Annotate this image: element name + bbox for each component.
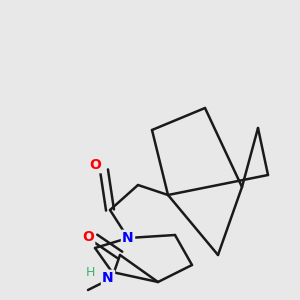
Text: N: N <box>102 271 114 285</box>
Text: N: N <box>122 231 134 245</box>
Text: O: O <box>89 158 101 172</box>
Text: O: O <box>82 230 94 244</box>
Text: H: H <box>85 266 95 278</box>
